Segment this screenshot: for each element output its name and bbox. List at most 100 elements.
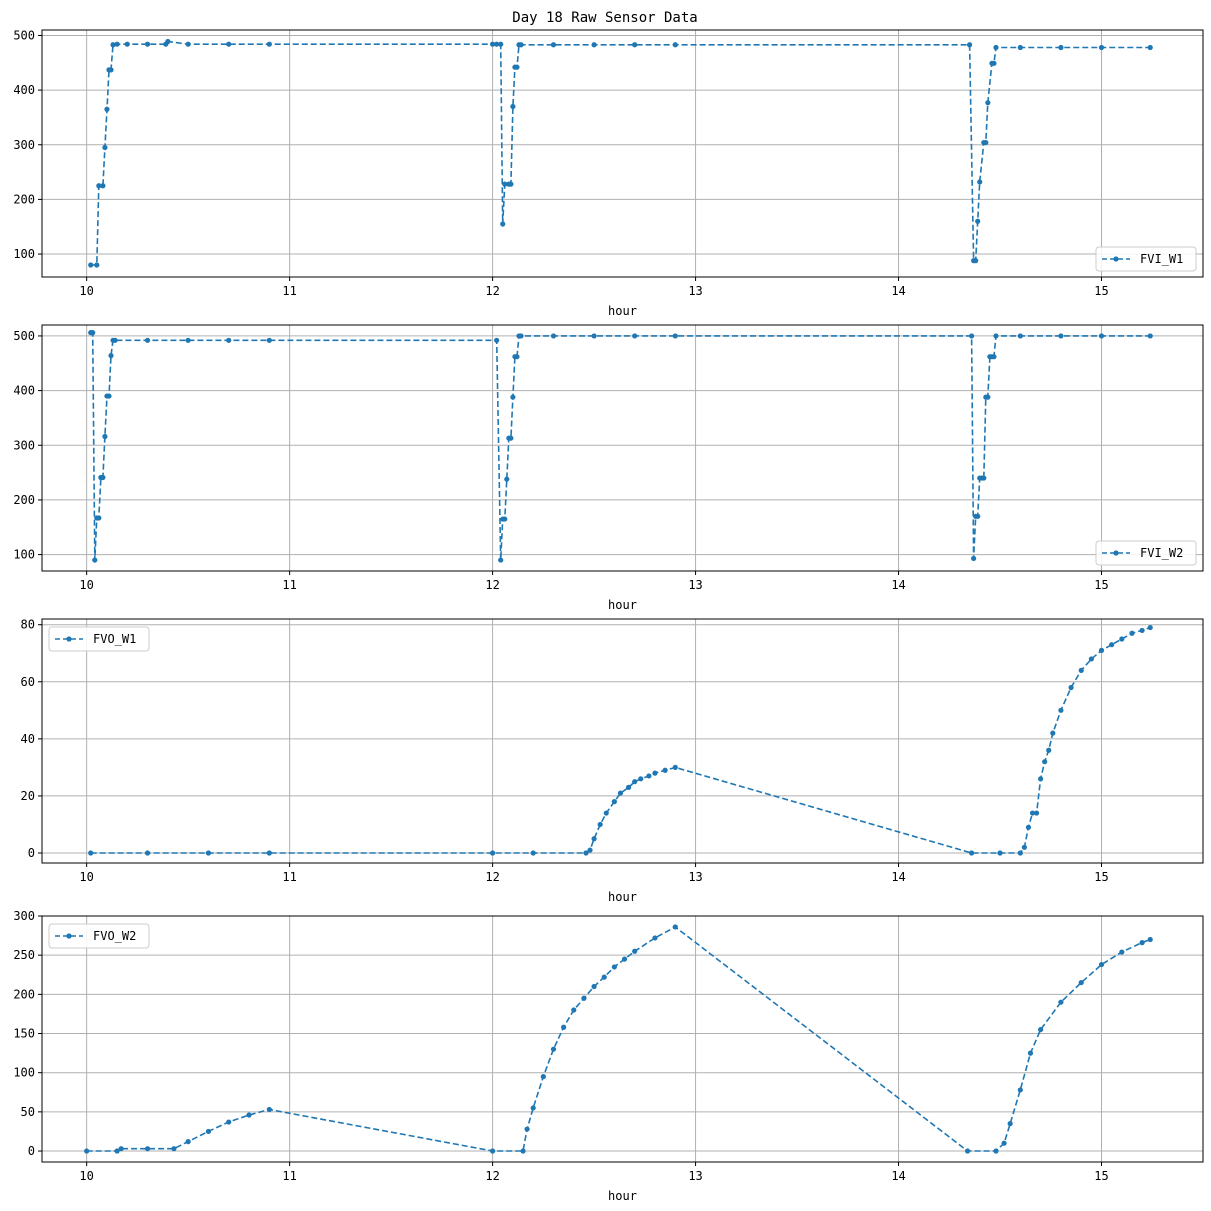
data-point xyxy=(94,262,100,268)
data-point xyxy=(498,41,504,47)
data-point xyxy=(983,139,989,146)
legend-marker-swatch xyxy=(1113,550,1119,556)
x-tick-label: 14 xyxy=(891,284,905,298)
x-tick-label: 15 xyxy=(1094,284,1108,298)
data-point xyxy=(1007,1121,1013,1127)
data-point xyxy=(964,1148,971,1154)
data-point xyxy=(96,183,102,189)
legend-box xyxy=(1095,540,1197,566)
data-point xyxy=(144,850,151,856)
data-point xyxy=(638,776,644,782)
x-tick-label: 13 xyxy=(688,578,702,592)
data-point xyxy=(112,337,118,343)
legend-box xyxy=(48,923,150,949)
y-tick-label: 60 xyxy=(21,675,35,689)
data-point xyxy=(611,799,617,805)
data-point xyxy=(100,474,106,481)
data-point xyxy=(993,44,999,51)
data-point xyxy=(540,1074,546,1080)
data-point xyxy=(591,836,597,842)
data-point xyxy=(971,555,977,562)
data-point xyxy=(1147,44,1153,51)
data-point xyxy=(591,983,597,990)
data-point xyxy=(114,41,120,47)
data-point xyxy=(489,850,496,856)
legend-entry: FVI_W1 xyxy=(1140,252,1183,266)
data-point xyxy=(502,516,508,522)
data-point xyxy=(1068,684,1074,691)
data-point xyxy=(1038,1026,1044,1033)
data-point xyxy=(617,790,624,796)
y-tick-label: 100 xyxy=(13,1066,35,1080)
data-point xyxy=(504,476,510,482)
y-tick-label: 300 xyxy=(13,909,35,923)
data-point xyxy=(144,337,151,343)
data-point xyxy=(591,333,597,339)
data-point xyxy=(266,337,272,343)
x-tick-label: 14 xyxy=(891,870,905,884)
data-point xyxy=(632,948,638,954)
data-point xyxy=(165,38,171,45)
x-axis-label: hour xyxy=(608,304,637,318)
data-point xyxy=(88,262,94,268)
data-point xyxy=(969,850,975,856)
data-point xyxy=(530,1105,536,1111)
data-point xyxy=(110,42,116,48)
data-point xyxy=(520,1148,526,1154)
data-point xyxy=(672,764,678,770)
data-point xyxy=(603,810,609,816)
x-tick-label: 13 xyxy=(688,870,702,884)
data-point xyxy=(601,974,607,980)
x-tick-label: 14 xyxy=(891,578,905,592)
x-tick-label: 12 xyxy=(485,870,499,884)
data-point xyxy=(611,964,617,970)
data-point xyxy=(489,1148,496,1154)
series-points-FVO_W2 xyxy=(84,924,1153,1154)
x-tick-label: 15 xyxy=(1094,870,1108,884)
data-point xyxy=(625,784,632,790)
data-point xyxy=(561,1024,567,1030)
y-tick-label: 150 xyxy=(13,1027,35,1041)
data-point xyxy=(550,42,557,48)
data-point xyxy=(502,181,508,187)
data-point xyxy=(977,179,983,185)
legend-entry: FVO_W1 xyxy=(93,632,136,646)
data-point xyxy=(587,847,593,853)
data-point xyxy=(646,773,652,779)
data-point xyxy=(514,64,520,70)
data-point xyxy=(104,106,110,112)
data-point xyxy=(621,956,628,962)
y-tick-label: 100 xyxy=(13,548,35,562)
data-point xyxy=(581,995,587,1001)
data-point xyxy=(1038,776,1044,782)
data-point xyxy=(114,1148,120,1154)
data-point xyxy=(969,333,975,339)
y-tick-label: 500 xyxy=(13,329,35,343)
x-tick-label: 14 xyxy=(891,1169,905,1183)
data-point xyxy=(1046,747,1052,753)
data-point xyxy=(124,41,130,47)
x-tick-label: 13 xyxy=(688,1169,702,1183)
data-point xyxy=(1058,707,1064,713)
data-point xyxy=(266,850,272,856)
y-tick-label: 50 xyxy=(21,1105,35,1119)
data-point xyxy=(84,1148,90,1154)
y-tick-label: 40 xyxy=(21,732,35,746)
data-point xyxy=(524,1126,530,1132)
data-point xyxy=(144,1146,151,1152)
data-point xyxy=(118,1146,124,1152)
legend-marker-swatch xyxy=(66,933,72,939)
data-point xyxy=(991,354,997,360)
data-point xyxy=(550,1046,557,1052)
y-tick-label: 400 xyxy=(13,384,35,398)
data-point xyxy=(510,394,516,400)
data-point xyxy=(205,1128,212,1135)
data-point xyxy=(632,779,638,785)
data-point xyxy=(571,1007,577,1013)
data-point xyxy=(1058,333,1064,339)
legend: FVO_W2 xyxy=(48,923,150,949)
data-point xyxy=(1139,627,1145,634)
data-point xyxy=(508,181,514,187)
